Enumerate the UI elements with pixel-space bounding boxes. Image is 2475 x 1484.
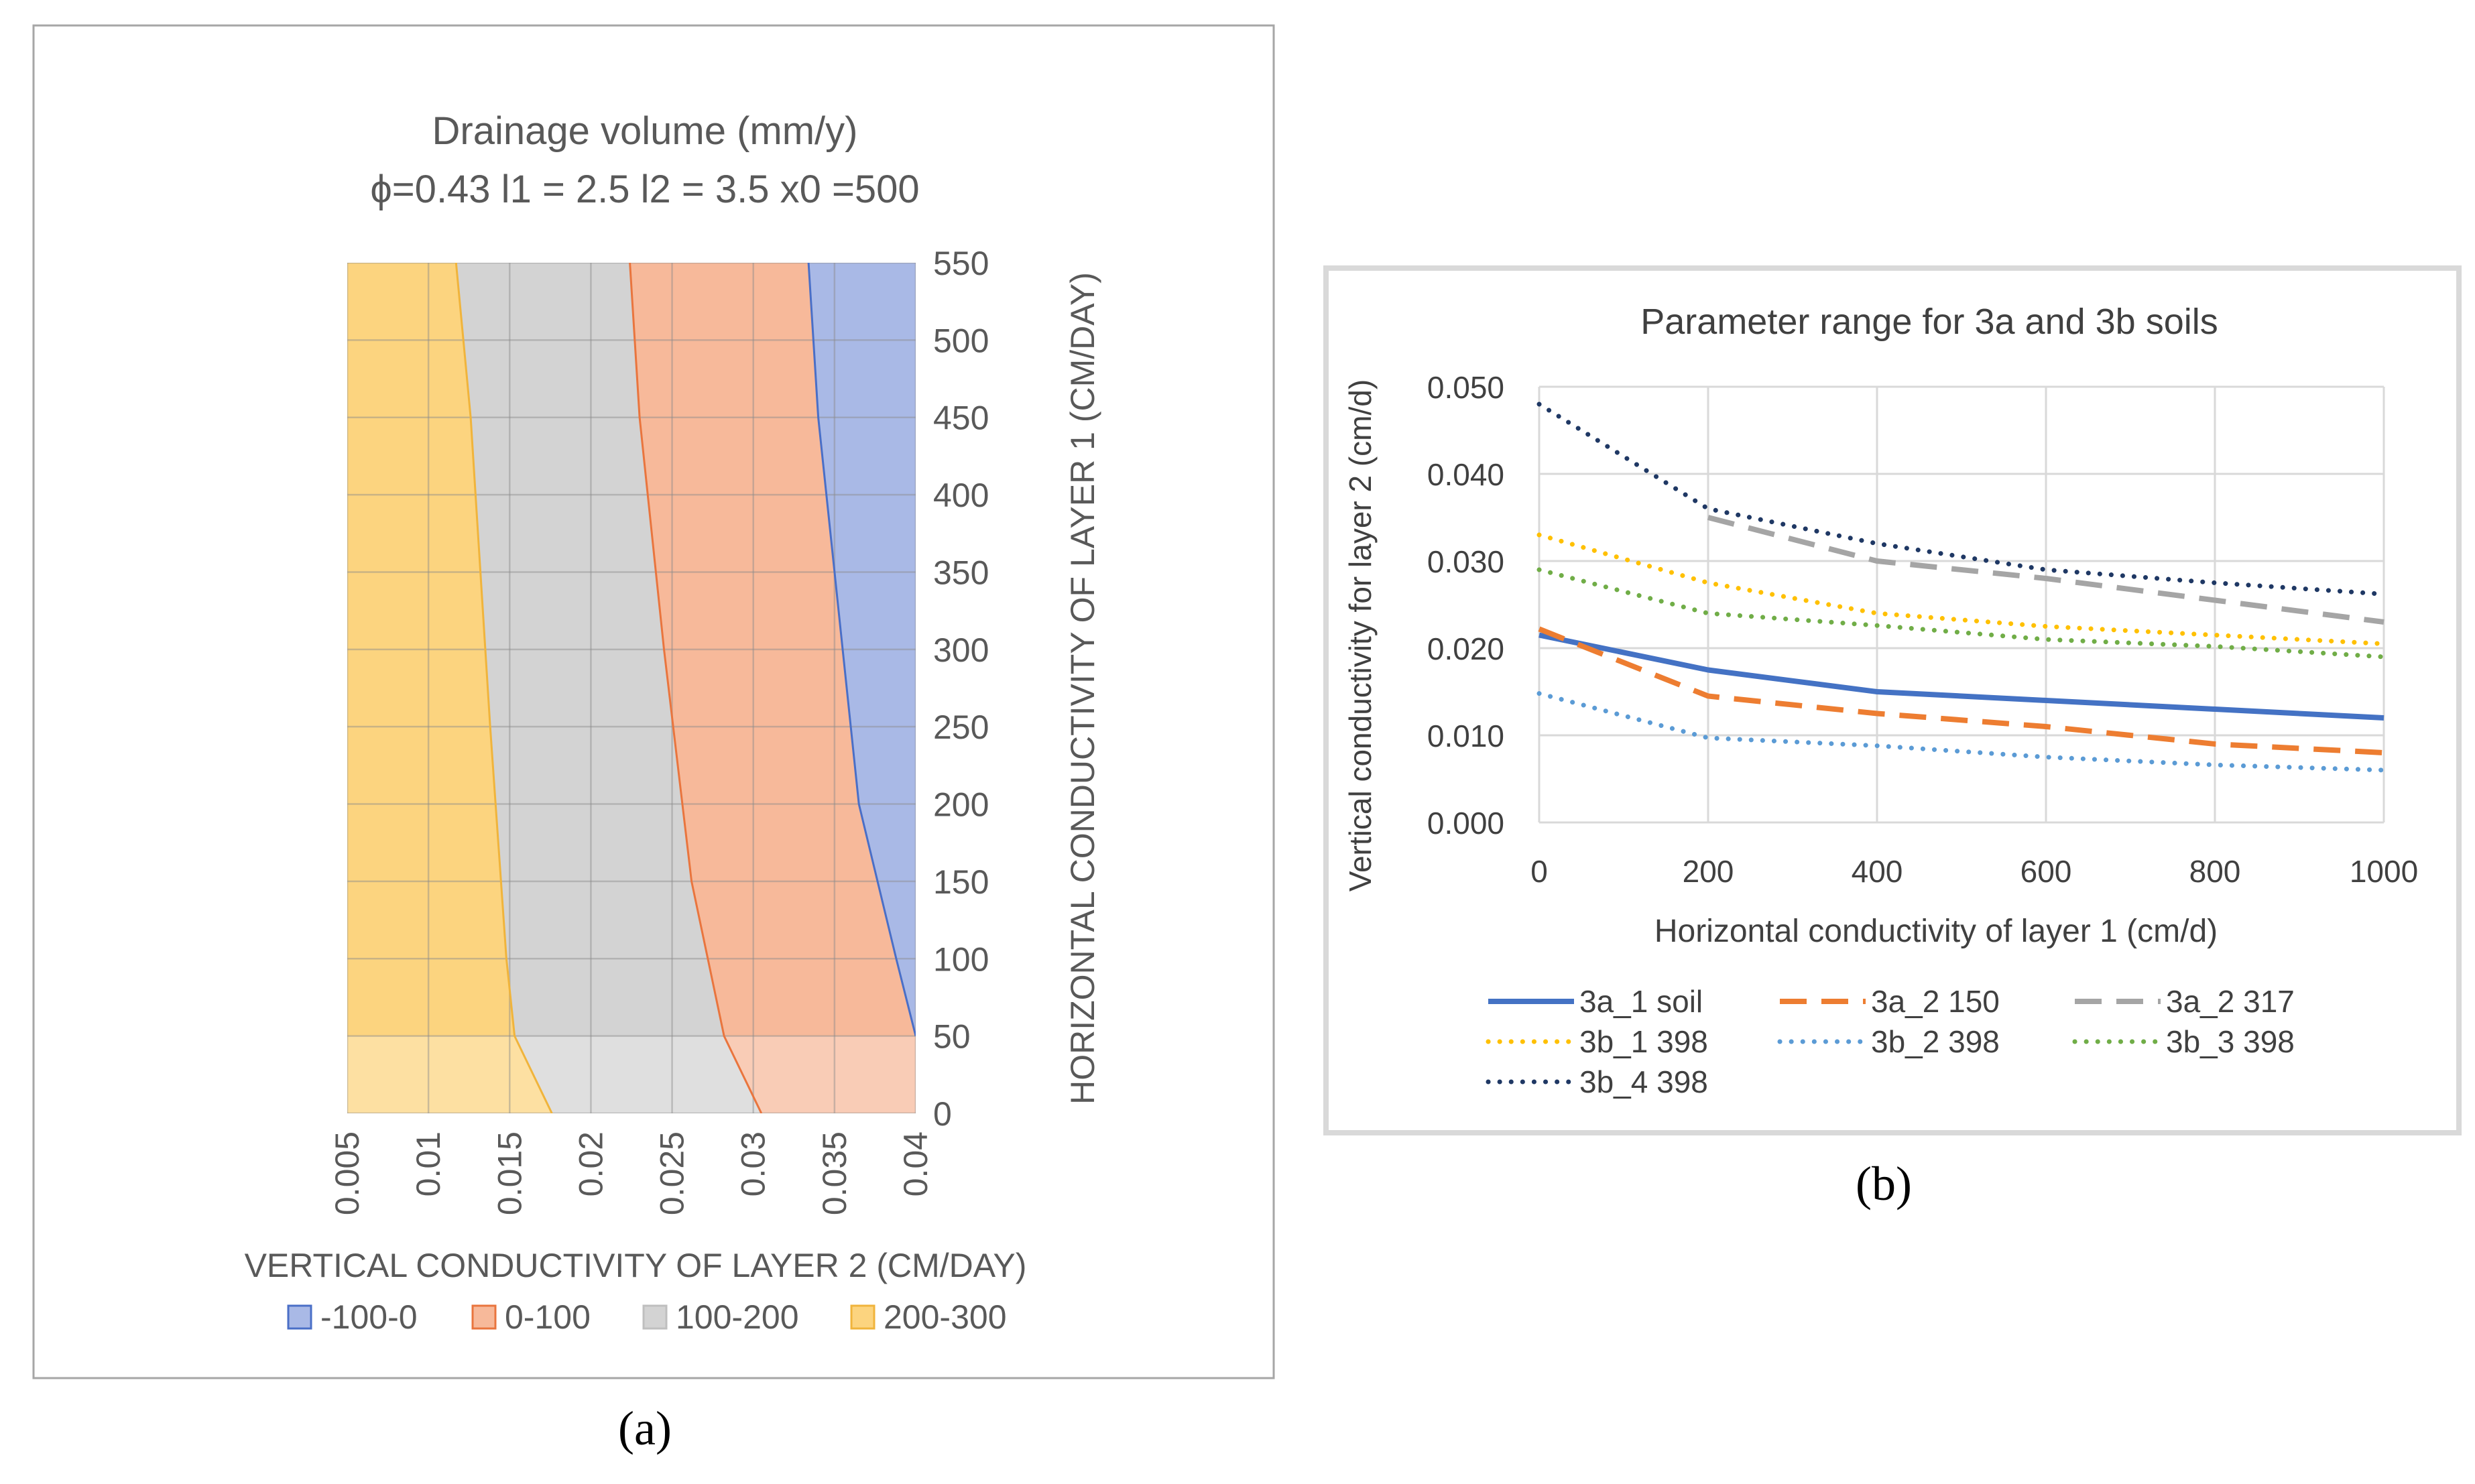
line-y-tick-label: 0.030 bbox=[1427, 544, 1504, 579]
contour-x-tick-labels: 0.005 0.01 0.015 0.02 0.025 0.03 0.035 0.04 bbox=[328, 1131, 934, 1215]
legend-label-3b-4-398: 3b_4 398 bbox=[1579, 1064, 1708, 1099]
contour-x-tick-label: 0.005 bbox=[328, 1131, 366, 1215]
contour-x-tick-label: 0.035 bbox=[816, 1131, 853, 1215]
contour-y-tick-label: 300 bbox=[933, 631, 989, 669]
series-line-3b-4-398 bbox=[1536, 401, 2387, 597]
contour-x-axis-title: VERTICAL CONDUCTIVITY OF LAYER 2 (CM/DAY… bbox=[245, 1247, 1027, 1284]
contour-boundary-1 bbox=[455, 263, 553, 1113]
contour-x-tick-label: 0.02 bbox=[572, 1131, 609, 1196]
panel-label-b: (b) bbox=[1856, 1157, 1912, 1211]
contour-y-tick-label: 350 bbox=[933, 554, 989, 591]
line-x-tick-label: 800 bbox=[2189, 854, 2241, 889]
band-0-100 bbox=[629, 263, 916, 1113]
contour-y-tick-label: 500 bbox=[933, 322, 989, 359]
line-chart-title: Parameter range for 3a and 3b soils bbox=[1640, 302, 2218, 342]
legend-swatch-100-200 bbox=[642, 1304, 668, 1330]
band-neg-100-0 bbox=[808, 263, 916, 1036]
line-x-tick-label: 200 bbox=[1683, 854, 1734, 889]
contour-y-tick-labels: 0 50 100 150 200 250 300 350 400 450 500 550 bbox=[933, 245, 989, 1133]
line-chart-panel: Parameter range for 3a and 3b soils 0.00… bbox=[1323, 265, 2462, 1211]
contour-plot-area bbox=[347, 263, 916, 1113]
series-line-3a-2-150 bbox=[1538, 626, 2385, 755]
line-x-axis-title: Horizontal conductivity of layer 1 (cm/d… bbox=[1654, 914, 2218, 949]
contour-y-tick-label: 0 bbox=[933, 1095, 952, 1133]
line-y-tick-label: 0.000 bbox=[1427, 806, 1504, 841]
legend-label-3b-2-398: 3b_2 398 bbox=[1871, 1024, 2000, 1059]
legend-swatch-100-0 bbox=[287, 1304, 312, 1330]
low-band-highlight bbox=[347, 1036, 916, 1113]
contour-x-tick-label: 0.04 bbox=[897, 1131, 934, 1196]
series-line-3b-2-398 bbox=[1536, 691, 2387, 773]
line-y-tick-label: 0.040 bbox=[1427, 457, 1504, 492]
line-x-tick-label: 1000 bbox=[2350, 854, 2418, 889]
series-line-3a-2-317 bbox=[1707, 515, 2385, 625]
legend-label-100-200: 100-200 bbox=[676, 1298, 799, 1336]
line-x-tick-label: 0 bbox=[1530, 854, 1548, 889]
line-x-tick-label: 600 bbox=[2020, 854, 2072, 889]
contour-y-tick-label: 400 bbox=[933, 477, 989, 514]
contour-grid bbox=[347, 263, 916, 1113]
contour-y-tick-label: 250 bbox=[933, 708, 989, 746]
legend-label-3a-1-soil: 3a_1 soil bbox=[1579, 984, 1703, 1019]
series-line-3a-1-soil bbox=[1538, 632, 2385, 721]
contour-boundary-2 bbox=[629, 263, 763, 1113]
contour-y-tick-label: 450 bbox=[933, 399, 989, 437]
contour-y-tick-label: 100 bbox=[933, 940, 989, 978]
contour-y-tick-label: 150 bbox=[933, 863, 989, 901]
legend-label-0-100: 0-100 bbox=[505, 1298, 591, 1336]
legend-label-3a-2-317: 3a_2 317 bbox=[2166, 984, 2295, 1019]
contour-chart-title: Drainage volume (mm/y) bbox=[432, 109, 858, 153]
panel-label-a: (a) bbox=[618, 1402, 672, 1455]
line-chart-grid bbox=[1538, 385, 2385, 824]
contour-x-tick-label: 0.015 bbox=[491, 1131, 528, 1215]
contour-legend: -100-0 0-100 100-200 200-300 bbox=[287, 1298, 1007, 1336]
legend-label-100-0: -100-0 bbox=[320, 1298, 418, 1336]
band-100-200 bbox=[456, 263, 762, 1113]
contour-y-tick-label: 550 bbox=[933, 245, 989, 282]
line-y-tick-label: 0.010 bbox=[1427, 719, 1504, 753]
contour-boundary-3 bbox=[807, 263, 916, 1036]
line-x-tick-labels: 0 200 400 600 800 1000 bbox=[1530, 854, 2418, 889]
contour-y-axis-title: HORIZONTAL CONDUCTIVITY OF LAYER 1 (CM/D… bbox=[1064, 272, 1101, 1105]
contour-x-tick-label: 0.025 bbox=[654, 1131, 691, 1215]
contour-chart-panel: Drainage volume (mm/y) ϕ=0.43 l1 = 2.5 l… bbox=[32, 24, 1275, 1455]
line-y-tick-label: 0.020 bbox=[1427, 631, 1504, 666]
line-y-axis-title: Vertical conductivity for layer 2 (cm/d) bbox=[1343, 379, 1378, 891]
legend-swatch-200-300 bbox=[850, 1304, 876, 1330]
line-chart-frame bbox=[1323, 265, 2462, 1135]
line-y-tick-label: 0.050 bbox=[1427, 370, 1504, 405]
band-200-300 bbox=[347, 263, 552, 1113]
contour-x-tick-label: 0.01 bbox=[410, 1131, 447, 1196]
contour-x-tick-label: 0.03 bbox=[735, 1131, 772, 1196]
series-line-3b-3-398 bbox=[1536, 567, 2387, 660]
legend-label-200-300: 200-300 bbox=[884, 1298, 1007, 1336]
contour-y-tick-label: 200 bbox=[933, 786, 989, 824]
contour-y-tick-label: 50 bbox=[933, 1018, 971, 1056]
line-y-tick-labels: 0.000 0.010 0.020 0.030 0.040 0.050 bbox=[1427, 370, 1504, 841]
legend-label-3b-1-398: 3b_1 398 bbox=[1579, 1024, 1708, 1059]
legend-label-3a-2-150: 3a_2 150 bbox=[1871, 984, 2000, 1019]
legend-label-3b-3-398: 3b_3 398 bbox=[2166, 1024, 2295, 1059]
line-chart-legend: 3a_1 soil 3a_2 150 3a_2 317 3b_1 398 3b_2 39… bbox=[1486, 984, 2295, 1099]
line-series-group bbox=[1536, 401, 2387, 773]
contour-boundaries bbox=[455, 263, 916, 1113]
legend-swatch-0-100 bbox=[471, 1304, 497, 1330]
line-x-tick-label: 400 bbox=[1852, 854, 1903, 889]
contour-chart-subtitle: ϕ=0.43 l1 = 2.5 l2 = 3.5 x0 =500 bbox=[370, 168, 919, 211]
